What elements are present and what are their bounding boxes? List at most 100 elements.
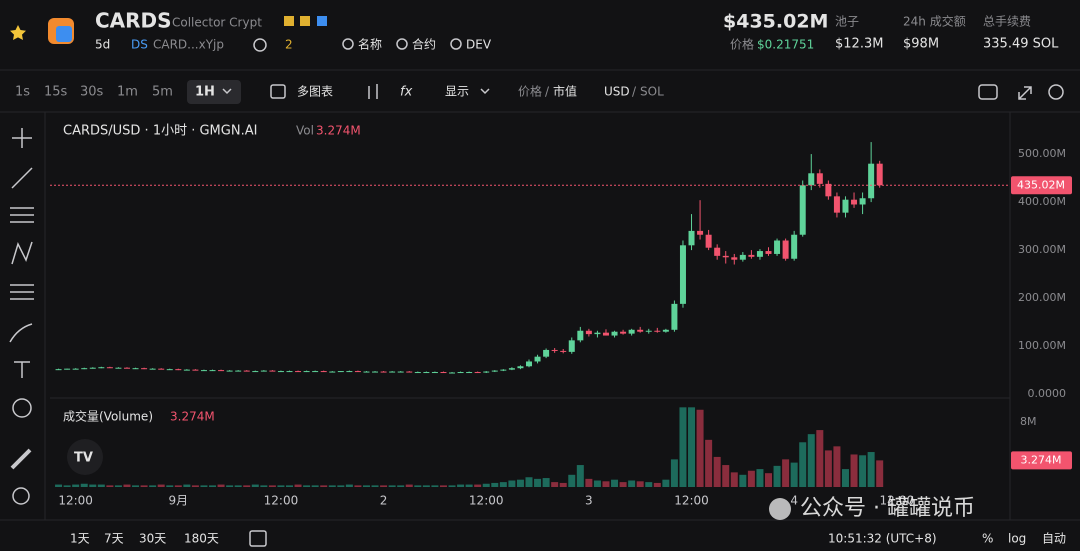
candle-body	[517, 366, 524, 369]
interval-active[interactable]: 1H	[195, 85, 215, 100]
favorite-star[interactable]	[10, 25, 26, 40]
volume-bar	[328, 485, 336, 487]
line-tool[interactable]	[11, 167, 33, 189]
volume-bar	[268, 485, 276, 487]
interval[interactable]: 1m	[117, 85, 138, 100]
candle-body	[200, 370, 207, 372]
calendar-icon[interactable]	[249, 530, 267, 547]
market-cap-toggle[interactable]: 市值	[553, 84, 577, 99]
volume-bar	[491, 482, 499, 487]
candle-body	[81, 368, 88, 370]
market-cap: $435.02M	[723, 11, 828, 33]
search-contract[interactable]: 合约	[412, 37, 436, 52]
range[interactable]: 180天	[184, 532, 219, 546]
volume-bar	[482, 483, 490, 487]
candle-body	[774, 240, 781, 254]
candle-body	[697, 230, 704, 235]
candle-body	[286, 371, 293, 373]
candle-body	[662, 329, 669, 332]
fx-icon[interactable]: fx	[400, 85, 413, 100]
candle-body	[175, 369, 182, 371]
log-toggle[interactable]: log	[1008, 532, 1026, 546]
volume-tick-label: 8M	[1020, 415, 1037, 428]
usd-toggle[interactable]: USD	[604, 85, 630, 99]
candle-body	[816, 173, 823, 184]
y-tick-label: 500.00M	[1018, 147, 1066, 160]
settings-icon[interactable]	[1048, 84, 1064, 100]
y-tick-label: 400.00M	[1018, 195, 1066, 208]
chevron	[222, 88, 232, 95]
forecast-tool[interactable]	[10, 284, 34, 300]
candle-body	[389, 371, 396, 373]
fullscreen-icon[interactable]	[1018, 86, 1032, 100]
zoom-tool[interactable]	[12, 487, 30, 505]
volume-bar	[414, 485, 422, 487]
interval[interactable]: 1s	[15, 85, 30, 100]
volume-bar	[286, 485, 293, 487]
interval[interactable]: 30s	[80, 85, 104, 100]
price-toggle[interactable]: 价格	[518, 84, 542, 99]
ruler-tool[interactable]	[10, 448, 32, 470]
range[interactable]: 7天	[104, 532, 124, 546]
candle-body	[585, 330, 592, 335]
volume-bar	[474, 484, 482, 487]
volume-bar	[576, 465, 584, 487]
candle-body	[209, 370, 216, 372]
volume-bar	[559, 482, 567, 487]
candle-body	[260, 370, 267, 372]
camera-icon[interactable]	[978, 84, 998, 100]
percent-toggle[interactable]: %	[982, 532, 993, 546]
candle-body	[731, 257, 738, 260]
ds-link[interactable]: DS	[131, 38, 148, 52]
volume-bar	[841, 469, 849, 487]
pattern-tool[interactable]	[11, 241, 33, 265]
volume-bar	[243, 485, 251, 487]
search-name[interactable]: 名称	[358, 37, 382, 52]
x-tick-label: 12:00	[880, 494, 915, 508]
candle-body	[577, 330, 584, 341]
range[interactable]: 30天	[139, 532, 166, 546]
volume-bar	[551, 482, 559, 487]
emoji-tool[interactable]	[12, 398, 32, 418]
badge	[300, 16, 310, 26]
candle-body	[602, 332, 609, 336]
interval[interactable]: 15s	[44, 85, 68, 100]
x-tick-label: 12:00	[469, 494, 504, 508]
token-address[interactable]: CARD...xYjp	[153, 38, 224, 52]
display[interactable]: 显示	[445, 85, 469, 99]
brush-tool[interactable]	[9, 323, 33, 343]
candle-icon[interactable]	[368, 84, 378, 99]
text-tool[interactable]	[14, 361, 30, 378]
volume-bar	[200, 485, 208, 487]
multi-chart[interactable]: 多图表	[297, 85, 333, 99]
candle-body	[72, 368, 79, 370]
candle-body	[449, 372, 456, 374]
stat-label: 总手续费	[983, 15, 1031, 29]
volume-bar	[97, 484, 105, 487]
volume-bar	[713, 456, 721, 487]
volume-bar	[688, 407, 696, 487]
candle-body	[868, 163, 875, 199]
auto-toggle[interactable]: 自动	[1042, 532, 1066, 546]
candle-body	[457, 372, 464, 374]
sol-toggle[interactable]: SOL	[640, 85, 664, 99]
web-icon[interactable]	[253, 38, 267, 52]
badge	[284, 16, 294, 26]
volume-bar	[439, 485, 447, 487]
volume-bar	[405, 484, 413, 487]
crosshair-tool[interactable]	[12, 128, 32, 148]
interval[interactable]: 5m	[152, 85, 173, 100]
search-dev[interactable]: DEV	[466, 38, 492, 52]
candle-body	[833, 196, 840, 213]
candle-body	[149, 368, 156, 370]
candle-body	[739, 254, 746, 260]
holders-flag: 2	[285, 38, 293, 52]
candle-body	[825, 183, 832, 197]
candle-body	[303, 371, 310, 373]
range[interactable]: 1天	[70, 532, 90, 546]
volume-bar	[209, 485, 217, 487]
volume-bar	[645, 482, 653, 487]
candle-body	[526, 361, 532, 367]
fib-tool[interactable]	[10, 207, 34, 223]
